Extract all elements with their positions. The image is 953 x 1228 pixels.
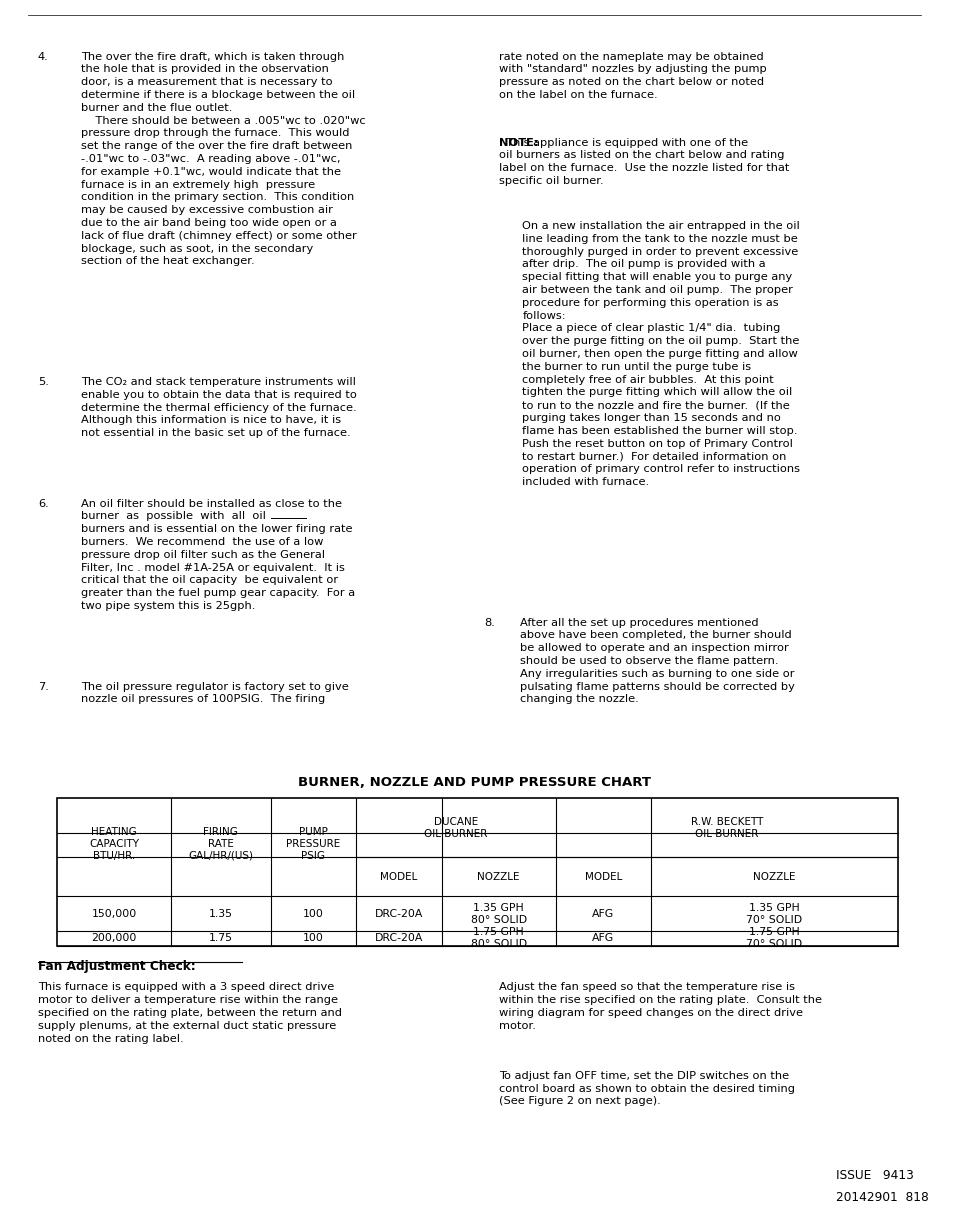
- Text: 1.35 GPH
80° SOLID: 1.35 GPH 80° SOLID: [470, 903, 526, 925]
- Text: 1.75 GPH
80° SOLID: 1.75 GPH 80° SOLID: [470, 927, 526, 949]
- Text: 1.35: 1.35: [209, 909, 233, 919]
- Text: 6.: 6.: [38, 499, 49, 508]
- Text: 4.: 4.: [38, 52, 49, 61]
- Text: R.W. BECKETT
OIL BURNER: R.W. BECKETT OIL BURNER: [690, 817, 762, 839]
- FancyBboxPatch shape: [57, 798, 897, 946]
- Text: This furnace is equipped with a 3 speed direct drive
motor to deliver a temperat: This furnace is equipped with a 3 speed …: [38, 982, 341, 1044]
- Text: An oil filter should be installed as close to the
burner  as  possible  with  al: An oil filter should be installed as clo…: [81, 499, 355, 612]
- Text: PUMP
PRESSURE
PSIG: PUMP PRESSURE PSIG: [286, 826, 340, 861]
- Text: FIRING
RATE
GAL/HR/(US): FIRING RATE GAL/HR/(US): [188, 826, 253, 861]
- Text: Adjust the fan speed so that the temperature rise is
within the rise specified o: Adjust the fan speed so that the tempera…: [498, 982, 821, 1030]
- Text: 1.35 GPH
70° SOLID: 1.35 GPH 70° SOLID: [745, 903, 801, 925]
- Text: 200,000: 200,000: [91, 933, 136, 943]
- Text: To adjust fan OFF time, set the DIP switches on the
control board as shown to ob: To adjust fan OFF time, set the DIP swit…: [498, 1071, 794, 1106]
- Text: BURNER, NOZZLE AND PUMP PRESSURE CHART: BURNER, NOZZLE AND PUMP PRESSURE CHART: [298, 776, 651, 790]
- Text: 7.: 7.: [38, 682, 49, 691]
- Text: AFG: AFG: [592, 909, 614, 919]
- Text: The over the fire draft, which is taken through
the hole that is provided in the: The over the fire draft, which is taken …: [81, 52, 365, 266]
- Text: rate noted on the nameplate may be obtained
with "standard" nozzles by adjusting: rate noted on the nameplate may be obtai…: [498, 52, 765, 99]
- Text: AFG: AFG: [592, 933, 614, 943]
- Text: MODEL: MODEL: [380, 872, 417, 882]
- Text: 1.75: 1.75: [209, 933, 233, 943]
- Text: 100: 100: [303, 909, 324, 919]
- Text: This appliance is equipped with one of the
oil burners as listed on the chart be: This appliance is equipped with one of t…: [498, 138, 788, 185]
- Text: HEATING
CAPACITY
BTU/HR.: HEATING CAPACITY BTU/HR.: [89, 826, 139, 861]
- Text: 100: 100: [303, 933, 324, 943]
- Text: 20142901  818: 20142901 818: [835, 1191, 928, 1205]
- Text: On a new installation the air entrapped in the oil
line leading from the tank to: On a new installation the air entrapped …: [522, 221, 800, 488]
- Text: MODEL: MODEL: [584, 872, 621, 882]
- Text: NOZZLE: NOZZLE: [477, 872, 519, 882]
- Text: 1.75 GPH
70° SOLID: 1.75 GPH 70° SOLID: [745, 927, 801, 949]
- Text: The oil pressure regulator is factory set to give
nozzle oil pressures of 100PSI: The oil pressure regulator is factory se…: [81, 682, 348, 705]
- Text: DRC-20A: DRC-20A: [375, 933, 423, 943]
- Text: After all the set up procedures mentioned
above have been completed, the burner : After all the set up procedures mentione…: [519, 618, 794, 705]
- Text: 8.: 8.: [484, 618, 495, 628]
- Text: DRC-20A: DRC-20A: [375, 909, 423, 919]
- Text: 150,000: 150,000: [91, 909, 136, 919]
- Text: ISSUE   9413: ISSUE 9413: [835, 1169, 913, 1183]
- Text: 5.: 5.: [38, 377, 49, 387]
- Text: NOTE:: NOTE:: [498, 138, 537, 147]
- Text: DUCANE
OIL BURNER: DUCANE OIL BURNER: [424, 817, 487, 839]
- Text: The CO₂ and stack temperature instruments will
enable you to obtain the data tha: The CO₂ and stack temperature instrument…: [81, 377, 356, 438]
- Text: Fan Adjustment Check:: Fan Adjustment Check:: [38, 960, 195, 974]
- Text: NOZZLE: NOZZLE: [752, 872, 795, 882]
